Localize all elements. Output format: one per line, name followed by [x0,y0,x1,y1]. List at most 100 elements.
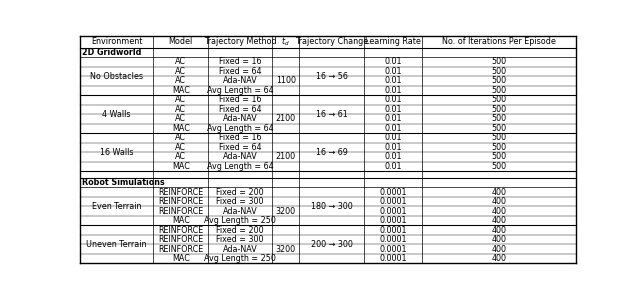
Text: Uneven Terrain: Uneven Terrain [86,240,147,249]
Text: Avg Length = 64: Avg Length = 64 [207,162,273,171]
Text: REINFORCE: REINFORCE [158,226,204,235]
Text: Even Terrain: Even Terrain [92,202,141,211]
Text: 0.0001: 0.0001 [380,188,407,197]
Text: 2100: 2100 [276,114,296,123]
Text: MAC: MAC [172,216,189,225]
Text: 0.01: 0.01 [384,143,402,152]
Text: 200 → 300: 200 → 300 [310,240,353,249]
Text: Avg Length = 64: Avg Length = 64 [207,124,273,133]
Text: 3200: 3200 [276,207,296,216]
Text: Fixed = 64: Fixed = 64 [219,67,262,76]
Text: REINFORCE: REINFORCE [158,235,204,244]
Text: MAC: MAC [172,124,189,133]
Text: 0.01: 0.01 [384,95,402,104]
Text: REINFORCE: REINFORCE [158,188,204,197]
Text: 400: 400 [492,226,507,235]
Text: REINFORCE: REINFORCE [158,245,204,254]
Text: MAC: MAC [172,254,189,263]
Text: 500: 500 [492,76,507,85]
Text: 0.01: 0.01 [384,152,402,161]
Text: 2D Gridworld: 2D Gridworld [83,48,142,57]
Text: 500: 500 [492,143,507,152]
Text: Ada-NAV: Ada-NAV [223,152,257,161]
Text: Trajectory Method: Trajectory Method [204,37,276,46]
Text: 0.01: 0.01 [384,86,402,95]
Text: 500: 500 [492,86,507,95]
Text: Fixed = 16: Fixed = 16 [219,57,262,66]
Text: 400: 400 [492,235,507,244]
Text: 0.01: 0.01 [384,67,402,76]
Text: 0.01: 0.01 [384,162,402,171]
Text: AC: AC [175,76,186,85]
Text: AC: AC [175,133,186,142]
Text: Fixed = 64: Fixed = 64 [219,105,262,114]
Text: No Obstacles: No Obstacles [90,72,143,81]
Text: Ada-NAV: Ada-NAV [223,245,257,254]
Text: 3200: 3200 [276,245,296,254]
Text: 180 → 300: 180 → 300 [310,202,353,211]
Text: Ada-NAV: Ada-NAV [223,76,257,85]
Text: Model: Model [168,37,193,46]
Text: MAC: MAC [172,162,189,171]
Text: 0.01: 0.01 [384,114,402,123]
Text: No. of Iterations Per Episode: No. of Iterations Per Episode [442,37,556,46]
Text: Fixed = 64: Fixed = 64 [219,143,262,152]
Text: Trajectory Change: Trajectory Change [295,37,368,46]
Text: Avg Length = 250: Avg Length = 250 [204,254,276,263]
Text: REINFORCE: REINFORCE [158,207,204,216]
Text: 400: 400 [492,188,507,197]
Text: 500: 500 [492,152,507,161]
Text: Fixed = 200: Fixed = 200 [216,188,264,197]
Text: AC: AC [175,67,186,76]
Text: 0.01: 0.01 [384,133,402,142]
Text: 0.01: 0.01 [384,57,402,66]
Text: 400: 400 [492,197,507,206]
Text: Ada-NAV: Ada-NAV [223,114,257,123]
Text: 0.0001: 0.0001 [380,226,407,235]
Text: Fixed = 200: Fixed = 200 [216,226,264,235]
Text: 0.01: 0.01 [384,76,402,85]
Text: 400: 400 [492,254,507,263]
Text: Fixed = 300: Fixed = 300 [216,235,264,244]
Text: 500: 500 [492,67,507,76]
Text: MAC: MAC [172,86,189,95]
Text: Environment: Environment [91,37,142,46]
Text: 1100: 1100 [276,76,296,85]
Text: Learning Rate: Learning Rate [365,37,421,46]
Text: 0.0001: 0.0001 [380,235,407,244]
Text: 500: 500 [492,105,507,114]
Text: REINFORCE: REINFORCE [158,197,204,206]
Text: 500: 500 [492,95,507,104]
Text: 2100: 2100 [276,152,296,161]
Text: 0.0001: 0.0001 [380,216,407,225]
Text: 0.01: 0.01 [384,124,402,133]
Text: 500: 500 [492,124,507,133]
Text: AC: AC [175,114,186,123]
Text: 500: 500 [492,162,507,171]
Text: 500: 500 [492,114,507,123]
Text: Avg Length = 250: Avg Length = 250 [204,216,276,225]
Text: 400: 400 [492,207,507,216]
Text: 16 → 69: 16 → 69 [316,148,348,157]
Text: 0.01: 0.01 [384,105,402,114]
Text: Fixed = 300: Fixed = 300 [216,197,264,206]
Text: 0.0001: 0.0001 [380,254,407,263]
Text: Fixed = 16: Fixed = 16 [219,133,262,142]
Text: 400: 400 [492,245,507,254]
Text: $t_d$: $t_d$ [282,35,290,48]
Text: AC: AC [175,105,186,114]
Text: 0.0001: 0.0001 [380,197,407,206]
Text: Ada-NAV: Ada-NAV [223,207,257,216]
Text: AC: AC [175,57,186,66]
Text: 400: 400 [492,216,507,225]
Text: 500: 500 [492,57,507,66]
Text: AC: AC [175,152,186,161]
Text: 500: 500 [492,133,507,142]
Text: 16 → 56: 16 → 56 [316,72,348,81]
Text: 0.0001: 0.0001 [380,207,407,216]
Text: 4 Walls: 4 Walls [102,110,131,119]
Text: 16 → 61: 16 → 61 [316,110,348,119]
Text: Avg Length = 64: Avg Length = 64 [207,86,273,95]
Text: Fixed = 16: Fixed = 16 [219,95,262,104]
Text: AC: AC [175,143,186,152]
